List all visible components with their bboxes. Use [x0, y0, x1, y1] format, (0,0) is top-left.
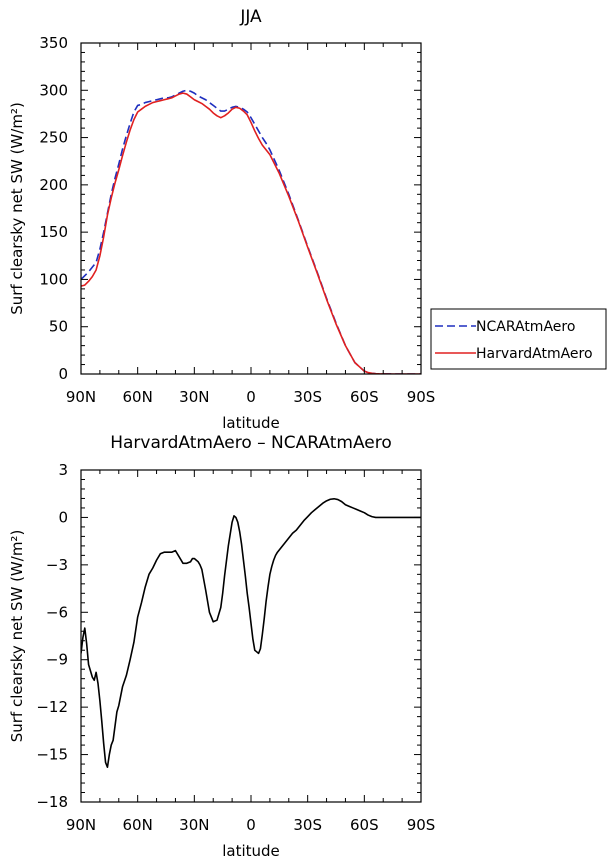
series-line-difference [81, 497, 421, 769]
x-tick-label: 60S [350, 816, 379, 834]
legend-label-ncaratmaero: NCARAtmAero [476, 319, 575, 335]
x-tick-label: 0 [246, 388, 256, 406]
y-tick-label: 3 [58, 461, 68, 479]
y-tick-label: 350 [39, 34, 68, 52]
x-tick-label: 90S [407, 388, 436, 406]
x-tick-label: 30N [179, 388, 209, 406]
y-tick-label: 0 [58, 365, 68, 383]
y-tick-label: −6 [46, 603, 68, 621]
chart-title: HarvardAtmAero – NCARAtmAero [110, 433, 392, 453]
x-tick-label: 60N [123, 388, 153, 406]
top-chart: JJA 90N 60N 30N 0 30S 60S 90S 0 50 100 150 200 250 300… [8, 7, 435, 432]
x-tick-label: 90N [66, 388, 96, 406]
legend-box [430, 308, 607, 370]
x-tick-label: 30N [179, 816, 209, 834]
y-tick-label: −9 [46, 651, 68, 669]
y-tick-label: −18 [36, 793, 68, 811]
y-tick-label: 250 [39, 129, 68, 147]
series-line-ncaratmaero [81, 89, 421, 374]
y-tick-label: 100 [39, 270, 68, 288]
y-axis-label: Surf clearsky net SW (W/m²) [8, 102, 26, 315]
y-tick-label: 0 [58, 508, 68, 526]
x-axis-label: latitude [222, 414, 280, 432]
x-tick-label: 30S [293, 816, 322, 834]
plot-frame [80, 469, 422, 803]
x-tick-label: 90S [407, 816, 436, 834]
legend-label-harvardatmaero: HarvardAtmAero [476, 346, 593, 362]
y-tick-label: −15 [36, 746, 68, 764]
y-tick-label: 150 [39, 223, 68, 241]
y-axis-label: Surf clearsky net SW (W/m²) [8, 530, 26, 743]
x-tick-label: 0 [246, 816, 256, 834]
series-line-harvardatmaero [81, 92, 421, 374]
y-tick-label: −12 [36, 698, 68, 716]
y-tick-label: 300 [39, 81, 68, 99]
x-tick-label: 90N [66, 816, 96, 834]
x-tick-label: 60S [350, 388, 379, 406]
chart-title: JJA [239, 7, 262, 27]
y-tick-label: 200 [39, 176, 68, 194]
legend: NCARAtmAero HarvardAtmAero [430, 308, 607, 370]
plot-frame [80, 42, 422, 375]
y-tick-label: 50 [49, 318, 68, 336]
x-tick-label: 60N [123, 816, 153, 834]
y-tick-label: −3 [46, 556, 68, 574]
x-tick-label: 30S [293, 388, 322, 406]
x-axis-label: latitude [222, 842, 280, 860]
